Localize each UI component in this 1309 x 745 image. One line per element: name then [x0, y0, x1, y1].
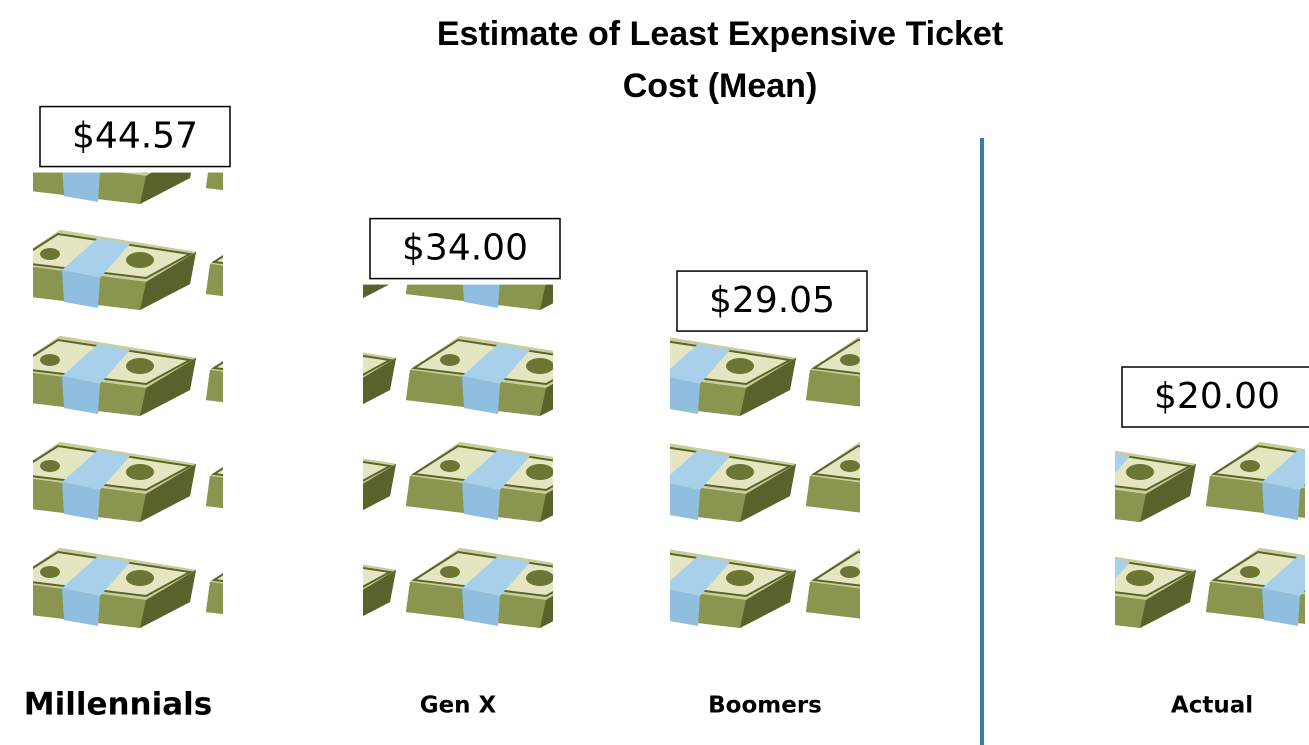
value-label: $20.00 — [1154, 376, 1280, 417]
category-label: Actual — [1171, 693, 1253, 719]
category-label: Gen X — [420, 693, 497, 719]
value-label: $44.57 — [72, 116, 198, 157]
money-stack — [670, 337, 860, 645]
money-stack — [363, 285, 553, 645]
money-stack — [33, 173, 223, 645]
money-stack — [1115, 433, 1305, 645]
page: {"chart_data": {"type": "pictograph", "t… — [0, 0, 1309, 745]
category-label: Boomers — [708, 693, 822, 719]
chart: $44.57 Millennials $34.00 Gen X $29.05 Boomer… — [0, 0, 1309, 745]
category-label: Millennials — [24, 687, 213, 723]
value-label: $34.00 — [402, 228, 528, 269]
value-label: $29.05 — [709, 280, 835, 321]
